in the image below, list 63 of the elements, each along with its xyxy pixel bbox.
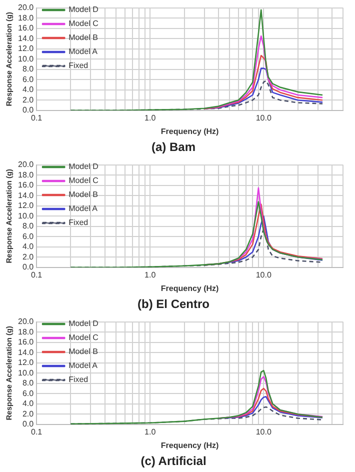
y-tick-label: 16.0 [18, 180, 34, 190]
y-tick-label: 18.0 [18, 13, 34, 22]
x-tick-label: 1.0 [144, 270, 156, 280]
legend-label: Model A [68, 204, 98, 214]
legend-label: Fixed [68, 218, 88, 228]
x-tick-label: 0.1 [31, 270, 43, 280]
text: (b) El Centro [138, 297, 210, 312]
x-tick-label: 0.1 [31, 113, 43, 122]
y-tick-label: 0.0 [22, 262, 34, 272]
y-tick-label: 8.0 [22, 64, 34, 74]
y-tick-label: 8.0 [22, 222, 34, 231]
x-tick-label: 10.0 [256, 427, 272, 436]
x-tick-label: 0.1 [31, 427, 43, 436]
x-axis-title: Frequency (Hz) [160, 127, 220, 136]
legend-label: Model C [68, 333, 99, 342]
legend-label: Model A [68, 47, 98, 56]
legend-label: Model A [68, 361, 98, 370]
text: (c) Artificial [140, 454, 206, 468]
legend-label: Model B [68, 347, 98, 356]
y-tick-label: 20.0 [18, 3, 34, 12]
legend-label: Fixed [68, 375, 88, 384]
y-tick-label: 16.0 [18, 338, 34, 347]
x-tick-label: 10.0 [256, 270, 272, 280]
y-tick-label: 0.0 [22, 420, 34, 429]
legend-label: Model B [68, 190, 98, 200]
y-tick-label: 12.0 [18, 44, 34, 54]
y-tick-label: 14.0 [18, 348, 34, 357]
legend-label: Model C [68, 176, 99, 186]
legend-label: Model D [68, 162, 99, 172]
y-tick-label: 0.0 [22, 106, 34, 115]
y-tick-label: 4.0 [22, 85, 34, 94]
y-tick-label: 2.0 [22, 95, 34, 104]
x-axis-title: Frequency (Hz) [160, 284, 220, 294]
y-tick-label: 12.0 [18, 201, 34, 210]
y-tick-label: 4.0 [22, 242, 34, 252]
y-tick-label: 12.0 [18, 358, 34, 368]
x-axis-title: Frequency (Hz) [160, 441, 220, 450]
y-tick-label: 20.0 [18, 160, 34, 170]
legend-label: Model D [68, 319, 99, 328]
y-tick-label: 4.0 [22, 399, 34, 408]
legend-label: Model B [68, 33, 98, 42]
y-tick-label: 6.0 [22, 388, 34, 398]
y-tick-label: 18.0 [18, 327, 34, 336]
y-tick-label: 10.0 [18, 54, 34, 64]
legend-label: Model C [68, 19, 99, 28]
y-tick-label: 2.0 [22, 409, 34, 418]
y-tick-label: 2.0 [22, 252, 34, 262]
y-tick-label: 20.0 [18, 317, 34, 326]
legend-label: Model D [68, 5, 99, 14]
y-tick-label: 6.0 [22, 232, 34, 241]
y-tick-label: 18.0 [18, 170, 34, 180]
x-tick-label: 10.0 [256, 113, 272, 122]
y-tick-label: 10.0 [18, 211, 34, 220]
text: (a) Bam [151, 140, 196, 154]
y-tick-label: 16.0 [18, 24, 34, 33]
y-tick-label: 8.0 [22, 378, 34, 388]
x-tick-label: 1.0 [144, 427, 156, 436]
y-tick-label: 10.0 [18, 368, 34, 378]
x-tick-label: 1.0 [144, 113, 156, 122]
y-tick-label: 14.0 [18, 190, 34, 200]
y-tick-label: 14.0 [18, 34, 34, 43]
legend-label: Fixed [68, 61, 88, 70]
y-tick-label: 6.0 [22, 74, 34, 84]
